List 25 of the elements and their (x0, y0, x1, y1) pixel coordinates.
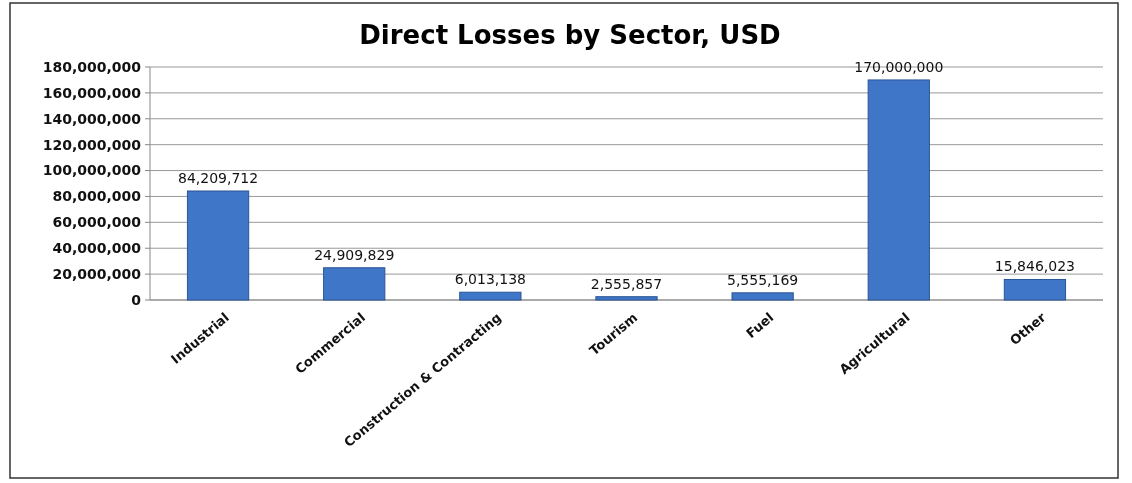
data-label: 5,555,169 (727, 271, 799, 288)
chart-title: Direct Losses by Sector, USD (359, 20, 781, 50)
bar (595, 296, 658, 301)
data-label: 6,013,138 (454, 271, 526, 288)
bar (1003, 278, 1067, 301)
y-tick-label: 120,000,000 (42, 136, 142, 153)
y-tick-label: 140,000,000 (42, 110, 142, 127)
bar (867, 79, 930, 301)
y-tick-label: 80,000,000 (52, 188, 142, 205)
data-label: 84,209,712 (177, 170, 259, 186)
y-tick-label: 100,000,000 (42, 162, 142, 179)
y-tick-label: 0 (131, 291, 142, 308)
y-tick-label: 60,000,000 (52, 214, 142, 231)
y-tick-label: 160,000,000 (42, 84, 142, 101)
bar (186, 190, 250, 301)
data-label: 170,000,000 (854, 58, 944, 75)
y-tick-label: 40,000,000 (52, 240, 142, 257)
bar (731, 292, 794, 301)
data-label: 15,846,023 (994, 258, 1076, 275)
bar (459, 291, 522, 301)
data-label: 24,909,829 (314, 246, 395, 263)
bar (323, 267, 386, 301)
y-tick-label: 20,000,000 (52, 266, 142, 283)
y-tick-label: 180,000,000 (42, 58, 142, 75)
data-label: 2,555,857 (590, 275, 663, 292)
